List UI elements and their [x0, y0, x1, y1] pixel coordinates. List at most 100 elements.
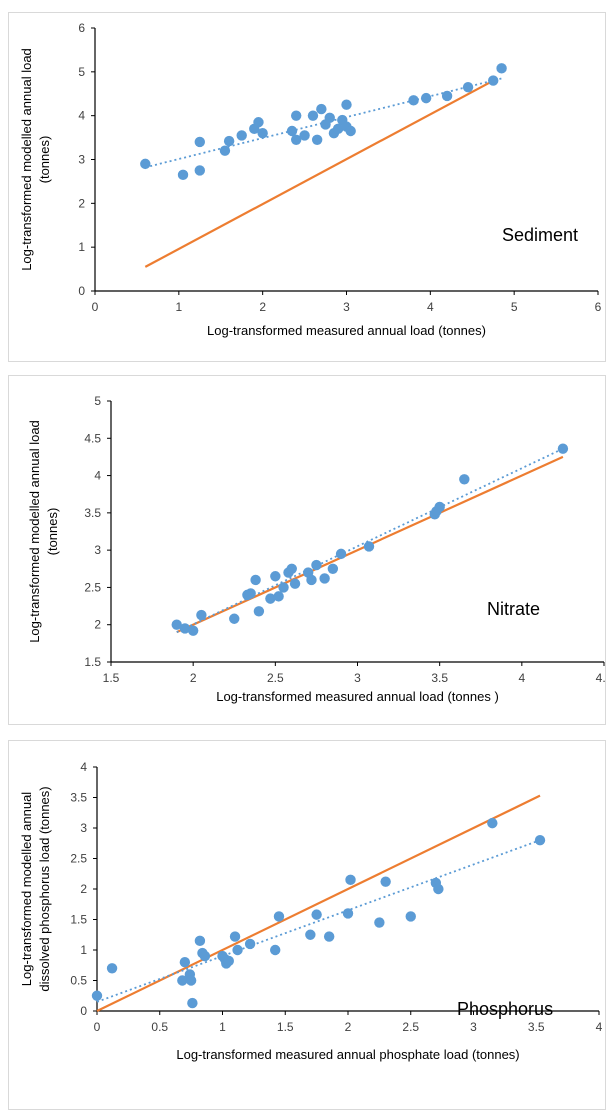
sediment-data-point	[462, 81, 474, 93]
sediment-data-point	[257, 128, 268, 139]
sediment-y-tick-label: 2	[78, 196, 85, 210]
phosphorus-x-tick-label: 1	[219, 1020, 226, 1034]
phosphorus-x-tick-label: 3	[470, 1020, 477, 1034]
nitrate-data-point	[363, 541, 375, 552]
phosphorus-x-tick-label: 1.5	[277, 1020, 294, 1034]
sediment-data-point	[194, 136, 205, 148]
sediment-data-point	[291, 110, 302, 121]
sediment-data-point	[496, 63, 507, 74]
sediment-data-point	[286, 125, 298, 137]
nitrate-data-point	[557, 443, 569, 454]
phosphorus-reference-line	[96, 794, 541, 1012]
phosphorus-y-tick-label: 2	[80, 882, 87, 896]
nitrate-trend-line	[176, 447, 564, 633]
phosphorus-data-point	[433, 883, 444, 895]
phosphorus-data-point	[194, 935, 206, 947]
phosphorus-data-point	[405, 911, 416, 922]
sediment-data-point	[194, 165, 205, 176]
phosphorus-y-tick-label: 3.5	[70, 791, 87, 805]
sediment-y-tick-label: 1	[78, 240, 85, 254]
phosphorus-data-point	[273, 911, 285, 922]
phosphorus-data-point	[199, 950, 211, 962]
nitrate-x-axis-label: Log-transformed measured annual load (to…	[216, 689, 499, 704]
phosphorus-data-point	[534, 835, 546, 846]
phosphorus-data-point	[244, 938, 256, 950]
nitrate-x-tick-label: 2.5	[267, 671, 284, 685]
nitrate-y-axis-label: (tonnes)	[45, 508, 60, 556]
sediment-data-point	[223, 135, 235, 147]
phosphorus-data-point	[232, 944, 243, 956]
phosphorus-data-point	[223, 955, 234, 967]
nitrate-data-point	[327, 563, 339, 574]
sediment-chart-panel: 0 1 2 3 4 5 6 0 1 2 3 4 5 6 Sediment Log-transformed me…	[8, 12, 606, 362]
sediment-data-point	[316, 103, 327, 115]
sediment-x-tick-label: 0	[92, 300, 99, 314]
phosphorus-data-point	[487, 817, 498, 829]
nitrate-x-tick-label: 3.5	[431, 671, 448, 685]
sediment-reference-line	[144, 77, 498, 268]
phosphorus-y-tick-label: 0.5	[70, 974, 87, 988]
nitrate-x-tick-label: 3	[354, 671, 361, 685]
nitrate-data-point	[187, 625, 199, 636]
sediment-data-point	[299, 130, 310, 141]
nitrate-data-point	[171, 619, 182, 630]
sediment-annotation: Sediment	[502, 225, 578, 245]
phosphorus-data-point	[374, 917, 385, 928]
phosphorus-chart-panel: 0 0.5 1 1.5 2 2.5 3 3.5 4 0 0.5 1 1.5 2 2.5 3 3.5 4 Phosph…	[8, 740, 606, 1110]
sediment-data-point	[341, 99, 352, 110]
sediment-data-point	[324, 112, 335, 124]
sediment-y-tick-label: 5	[78, 65, 85, 79]
phosphorus-data-point	[106, 963, 118, 974]
sediment-data-point	[441, 90, 453, 102]
phosphorus-y-tick-label: 1	[80, 943, 87, 957]
nitrate-x-tick-label: 4	[518, 671, 525, 685]
sediment-x-tick-label: 1	[175, 300, 182, 314]
nitrate-chart-panel: 1.5 2 2.5 3 3.5 4 4.5 1.5 2 2.5 3 3.5 4 4.5 5 Nitrate Lo…	[8, 375, 606, 725]
phosphorus-x-tick-label: 2	[345, 1020, 352, 1034]
nitrate-data-point	[306, 574, 317, 586]
phosphorus-y-tick-label: 4	[80, 760, 87, 774]
sediment-data-point	[307, 110, 319, 121]
sediment-data-point	[408, 95, 419, 106]
sediment-y-tick-label: 4	[78, 109, 85, 123]
phosphorus-data-point	[323, 931, 335, 942]
sediment-data-point	[332, 123, 344, 135]
nitrate-annotation: Nitrate	[487, 599, 540, 619]
sediment-data-point	[488, 75, 499, 86]
sediment-x-axis-label: Log-transformed measured annual load (to…	[207, 323, 486, 338]
phosphorus-y-axis-label: dissolved phosphorus load (tonnes)	[37, 786, 52, 991]
phosphorus-data-point	[91, 990, 103, 1001]
nitrate-data-point	[286, 563, 297, 574]
sediment-data-point	[236, 130, 247, 141]
phosphorus-data-point	[345, 874, 356, 886]
nitrate-y-tick-label: 2.5	[84, 580, 101, 594]
nitrate-y-axis-label: Log-transformed modelled annual load	[27, 420, 42, 643]
sediment-y-axis-label: (tonnes)	[37, 136, 52, 184]
sediment-data-point	[253, 117, 264, 128]
nitrate-data-point	[335, 548, 347, 560]
sediment-x-tick-label: 5	[511, 300, 518, 314]
sediment-chart: 0 1 2 3 4 5 6 0 1 2 3 4 5 6 Sediment Log-transformed me…	[19, 21, 602, 338]
phosphorus-x-tick-label: 3.5	[528, 1020, 545, 1034]
sediment-data-point	[219, 145, 231, 156]
phosphorus-y-tick-label: 0	[80, 1004, 87, 1018]
sediment-trend-line	[145, 77, 502, 169]
phosphorus-data-point	[270, 944, 281, 956]
sediment-data-point	[420, 92, 432, 104]
nitrate-data-point	[229, 613, 240, 624]
sediment-data-point	[311, 134, 323, 145]
nitrate-y-tick-label: 5	[94, 394, 101, 408]
nitrate-data-point	[459, 474, 470, 485]
sediment-data-point	[140, 158, 151, 170]
nitrate-x-tick-label: 4.5	[596, 671, 606, 685]
nitrate-data-point	[253, 606, 265, 617]
sediment-x-tick-label: 4	[427, 300, 434, 314]
sediment-y-tick-label: 3	[78, 153, 85, 167]
phosphorus-data-point	[380, 876, 391, 887]
phosphorus-trend-line	[96, 839, 541, 1003]
phosphorus-data-point	[185, 975, 197, 986]
phosphorus-data-point	[305, 929, 316, 940]
nitrate-y-tick-label: 4	[94, 469, 101, 483]
sediment-y-tick-label: 6	[78, 21, 85, 35]
sediment-data-point	[177, 169, 189, 181]
